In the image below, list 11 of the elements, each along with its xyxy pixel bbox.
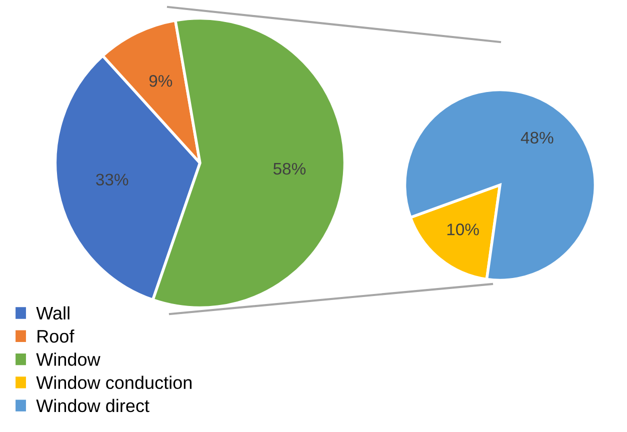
data-label: 58% bbox=[273, 162, 306, 175]
legend-label: Window bbox=[36, 352, 100, 366]
pie-slice bbox=[403, 88, 597, 282]
data-label: 10% bbox=[447, 224, 479, 236]
legend-label: Wall bbox=[36, 306, 70, 320]
legend-label: Window direct bbox=[36, 398, 150, 412]
data-label: 48% bbox=[520, 132, 554, 144]
legend-label: Roof bbox=[38, 329, 74, 343]
data-label: 9% bbox=[149, 75, 172, 87]
data-label: 33% bbox=[96, 174, 128, 186]
legend-label: Window conduction bbox=[36, 376, 192, 390]
